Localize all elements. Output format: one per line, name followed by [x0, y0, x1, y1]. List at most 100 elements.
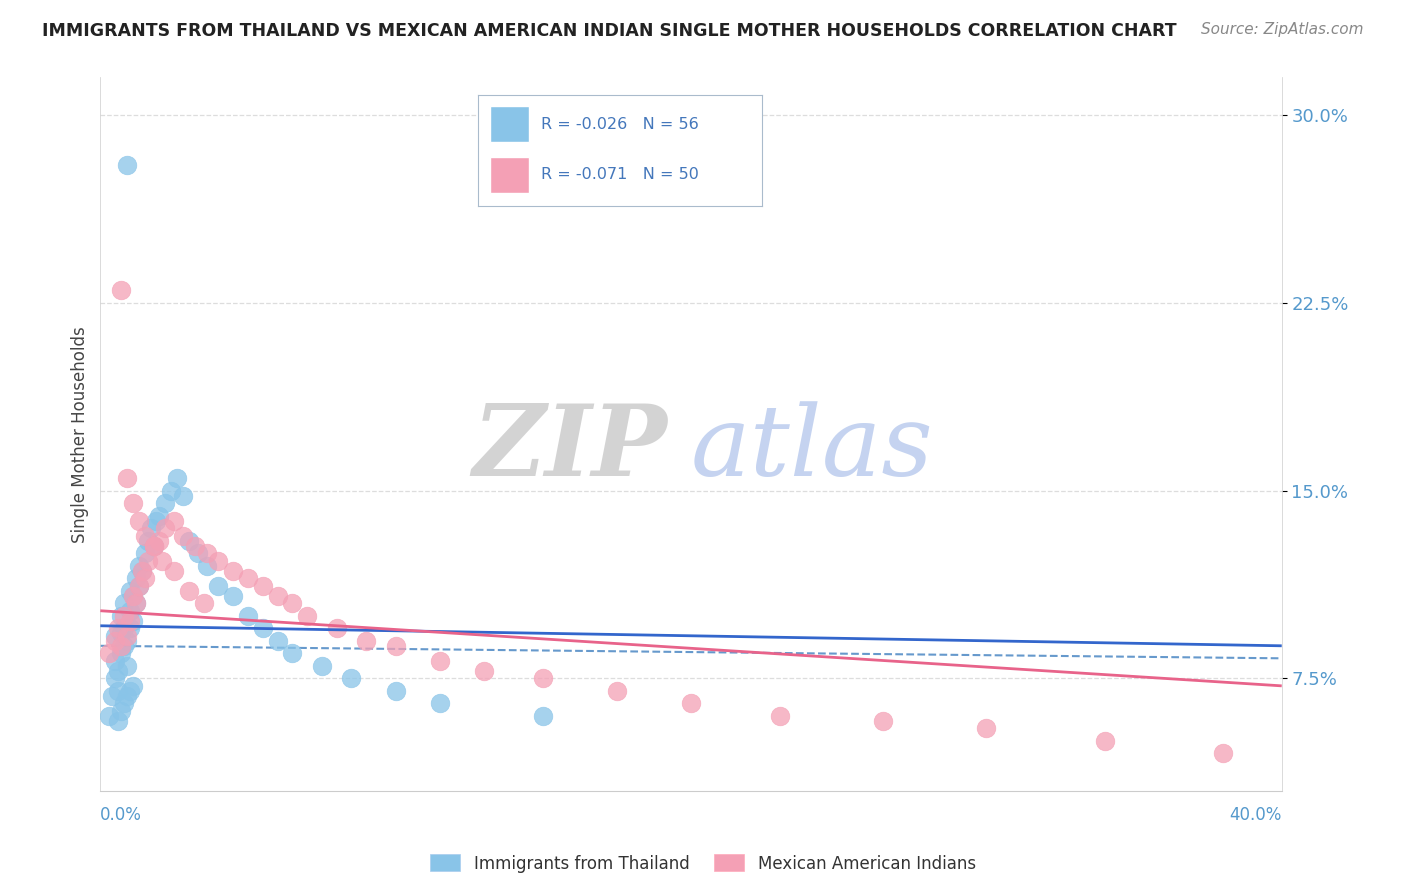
Point [118, 604, 141, 618]
Point [107, 621, 129, 635]
Point [177, 533, 200, 548]
Point [354, 633, 377, 648]
Point [104, 629, 127, 643]
Text: atlas: atlas [690, 401, 934, 496]
Point [104, 633, 127, 648]
Text: Source: ZipAtlas.com: Source: ZipAtlas.com [1201, 22, 1364, 37]
Point [107, 664, 129, 678]
Y-axis label: Single Mother Households: Single Mother Households [72, 326, 89, 542]
Point [769, 709, 792, 723]
Point [121, 679, 143, 693]
Point [187, 546, 209, 560]
Point [281, 596, 304, 610]
Point [139, 521, 162, 535]
Point [266, 633, 288, 648]
Point [121, 589, 143, 603]
Point [429, 697, 451, 711]
Point [295, 608, 318, 623]
Point [121, 589, 143, 603]
Point [118, 614, 141, 628]
Point [104, 671, 127, 685]
Point [281, 646, 304, 660]
Point [148, 508, 170, 523]
Point [163, 514, 186, 528]
Point [98, 646, 121, 660]
Point [976, 722, 998, 736]
Point [252, 621, 274, 635]
Point [110, 704, 132, 718]
Point [163, 564, 186, 578]
Point [112, 596, 135, 610]
Point [531, 671, 554, 685]
Point [98, 709, 121, 723]
Text: ZIP: ZIP [472, 401, 668, 497]
Text: 0.0%: 0.0% [100, 806, 142, 824]
Point [222, 589, 245, 603]
Point [112, 608, 135, 623]
Point [131, 564, 153, 578]
Text: IMMIGRANTS FROM THAILAND VS MEXICAN AMERICAN INDIAN SINGLE MOTHER HOUSEHOLDS COR: IMMIGRANTS FROM THAILAND VS MEXICAN AMER… [42, 22, 1177, 40]
Point [112, 621, 135, 635]
Point [115, 689, 138, 703]
Point [128, 579, 150, 593]
Point [472, 664, 495, 678]
Point [193, 596, 215, 610]
Point [195, 558, 218, 573]
Point [266, 589, 288, 603]
Point [115, 658, 138, 673]
Point [150, 554, 173, 568]
Point [606, 684, 628, 698]
Point [136, 554, 159, 568]
Point [166, 471, 188, 485]
Point [1212, 747, 1234, 761]
Point [155, 496, 177, 510]
Point [207, 554, 229, 568]
Point [1094, 734, 1116, 748]
Point [107, 714, 129, 728]
Point [125, 596, 148, 610]
Point [142, 539, 165, 553]
Point [145, 514, 167, 528]
Point [110, 639, 132, 653]
Point [118, 583, 141, 598]
Point [325, 621, 347, 635]
Point [112, 697, 135, 711]
Point [131, 564, 153, 578]
Point [121, 496, 143, 510]
Point [115, 629, 138, 643]
Point [172, 489, 194, 503]
Point [872, 714, 894, 728]
Point [110, 646, 132, 660]
Point [236, 571, 259, 585]
Point [125, 596, 148, 610]
Point [384, 639, 406, 653]
Point [101, 689, 124, 703]
Point [134, 571, 156, 585]
Text: 40.0%: 40.0% [1229, 806, 1282, 824]
Point [118, 621, 141, 635]
Point [236, 608, 259, 623]
Point [148, 533, 170, 548]
Point [252, 579, 274, 593]
Point [429, 654, 451, 668]
Point [128, 558, 150, 573]
Point [115, 633, 138, 648]
Legend: Immigrants from Thailand, Mexican American Indians: Immigrants from Thailand, Mexican Americ… [423, 847, 983, 880]
Point [128, 579, 150, 593]
Point [679, 697, 702, 711]
Point [531, 709, 554, 723]
Point [340, 671, 363, 685]
Point [134, 546, 156, 560]
Point [177, 583, 200, 598]
Point [112, 639, 135, 653]
Point [384, 684, 406, 698]
Point [125, 571, 148, 585]
Point [184, 539, 207, 553]
Point [195, 546, 218, 560]
Point [128, 514, 150, 528]
Point [110, 608, 132, 623]
Point [136, 533, 159, 548]
Point [104, 654, 127, 668]
Point [142, 539, 165, 553]
Point [311, 658, 333, 673]
